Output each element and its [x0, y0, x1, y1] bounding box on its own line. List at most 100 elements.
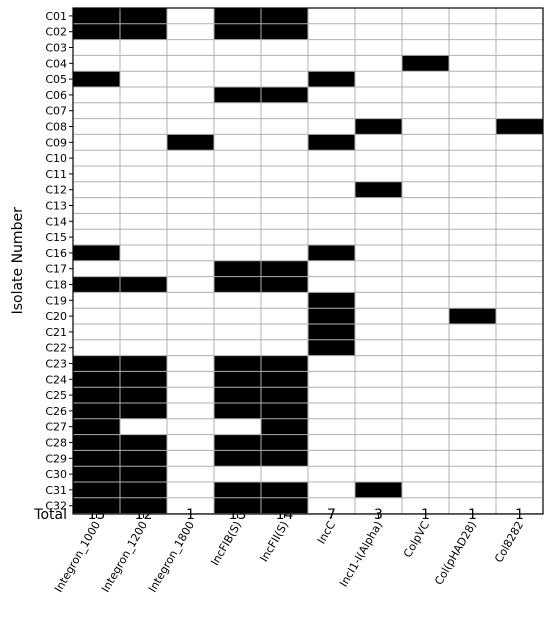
heatmap-cell-c23-7	[355, 355, 402, 372]
heatmap-cell-c14-6	[308, 213, 355, 230]
heatmap-cell-c30-9	[449, 466, 496, 482]
heatmap-cell-c14-8	[402, 213, 449, 230]
heatmap-frame	[72, 7, 544, 515]
heatmap-cell-c26-2	[120, 403, 167, 419]
heatmap-cell-c04-10	[496, 55, 543, 72]
heatmap-cell-c01-1	[73, 8, 120, 24]
column-label-7: IncI1-I(Alpha)	[337, 519, 385, 589]
heatmap-cell-c05-9	[449, 71, 496, 87]
heatmap-cell-c06-7	[355, 87, 402, 103]
heatmap-cell-c28-2	[120, 434, 167, 451]
heatmap-cell-c11-2	[120, 166, 167, 182]
heatmap-cell-c05-6	[308, 71, 355, 87]
heatmap-cell-c21-7	[355, 324, 402, 340]
heatmap-cell-c01-6	[308, 8, 355, 24]
heatmap-cell-c18-2	[120, 276, 167, 293]
heatmap-cell-c21-2	[120, 324, 167, 340]
heatmap-cell-c17-9	[449, 260, 496, 277]
heatmap-cells	[73, 8, 543, 514]
heatmap-cell-c13-8	[402, 197, 449, 214]
heatmap-cell-c30-3	[167, 466, 214, 482]
heatmap-cell-c05-10	[496, 71, 543, 87]
heatmap-cell-c15-4	[214, 229, 261, 245]
y-axis-label: Isolate Number	[10, 207, 26, 314]
heatmap-cell-c21-4	[214, 324, 261, 340]
heatmap-cell-c09-2	[120, 134, 167, 151]
heatmap-cell-c16-10	[496, 245, 543, 261]
heatmap-cell-c07-5	[261, 102, 308, 119]
heatmap-cell-c10-1	[73, 150, 120, 166]
heatmap-cell-c03-7	[355, 39, 402, 56]
heatmap-cell-c20-10	[496, 308, 543, 324]
heatmap-cell-c04-3	[167, 55, 214, 72]
heatmap-cell-c10-4	[214, 150, 261, 166]
heatmap-cell-c11-6	[308, 166, 355, 182]
heatmap-cell-c06-5	[261, 87, 308, 103]
heatmap-cell-c11-8	[402, 166, 449, 182]
heatmap-cell-c14-1	[73, 213, 120, 230]
row-label-c12: C12	[45, 184, 67, 197]
heatmap-cell-c18-7	[355, 276, 402, 293]
row-label-c15: C15	[45, 231, 67, 244]
heatmap-cell-c25-9	[449, 387, 496, 403]
row-label-c07: C07	[45, 105, 67, 118]
heatmap-cell-c21-10	[496, 324, 543, 340]
total-row-label: Total	[33, 507, 67, 523]
heatmap-cell-c13-4	[214, 197, 261, 214]
heatmap-cell-c07-2	[120, 102, 167, 119]
heatmap-cell-c09-1	[73, 134, 120, 151]
heatmap-cell-c22-7	[355, 339, 402, 356]
heatmap-cell-c05-3	[167, 71, 214, 87]
heatmap-cell-c13-5	[261, 197, 308, 214]
heatmap-cell-c16-2	[120, 245, 167, 261]
heatmap-cell-c31-9	[449, 482, 496, 498]
heatmap-cell-c31-1	[73, 482, 120, 498]
row-label-c22: C22	[45, 342, 67, 355]
heatmap-cell-c07-6	[308, 102, 355, 119]
heatmap-cell-c01-9	[449, 8, 496, 24]
heatmap-cell-c20-8	[402, 308, 449, 324]
row-label-c20: C20	[45, 310, 67, 323]
heatmap-cell-c32-8	[402, 497, 449, 514]
heatmap-cell-c14-10	[496, 213, 543, 230]
heatmap-cell-c15-7	[355, 229, 402, 245]
heatmap-cell-c04-4	[214, 55, 261, 72]
heatmap-cell-c29-5	[261, 450, 308, 467]
heatmap-cell-c13-3	[167, 197, 214, 214]
heatmap-cell-c28-9	[449, 434, 496, 451]
heatmap-cell-c29-6	[308, 450, 355, 467]
heatmap-cell-c22-6	[308, 339, 355, 356]
heatmap-cell-c15-5	[261, 229, 308, 245]
heatmap-cell-c24-1	[73, 371, 120, 388]
heatmap-cell-c20-5	[261, 308, 308, 324]
heatmap-cell-c11-1	[73, 166, 120, 182]
heatmap-cell-c24-7	[355, 371, 402, 388]
heatmap-cell-c26-4	[214, 403, 261, 419]
heatmap-cell-c29-7	[355, 450, 402, 467]
heatmap-cell-c11-5	[261, 166, 308, 182]
heatmap-cell-c15-6	[308, 229, 355, 245]
heatmap-cell-c22-3	[167, 339, 214, 356]
heatmap-cell-c19-10	[496, 292, 543, 309]
heatmap-cell-c30-4	[214, 466, 261, 482]
row-label-c11: C11	[45, 168, 67, 181]
heatmap-cell-c19-9	[449, 292, 496, 309]
heatmap-cell-c21-9	[449, 324, 496, 340]
heatmap-cell-c01-10	[496, 8, 543, 24]
heatmap-cell-c20-7	[355, 308, 402, 324]
heatmap-cell-c28-3	[167, 434, 214, 451]
heatmap-cell-c02-10	[496, 23, 543, 40]
heatmap-cell-c17-7	[355, 260, 402, 277]
heatmap-cell-c06-1	[73, 87, 120, 103]
heatmap-cell-c22-9	[449, 339, 496, 356]
row-label-c17: C17	[45, 263, 67, 276]
heatmap-cell-c01-2	[120, 8, 167, 24]
row-label-c25: C25	[45, 389, 67, 402]
heatmap-cell-c09-9	[449, 134, 496, 151]
heatmap-cell-c30-1	[73, 466, 120, 482]
heatmap-cell-c19-8	[402, 292, 449, 309]
heatmap-cell-c26-5	[261, 403, 308, 419]
heatmap-cell-c26-3	[167, 403, 214, 419]
